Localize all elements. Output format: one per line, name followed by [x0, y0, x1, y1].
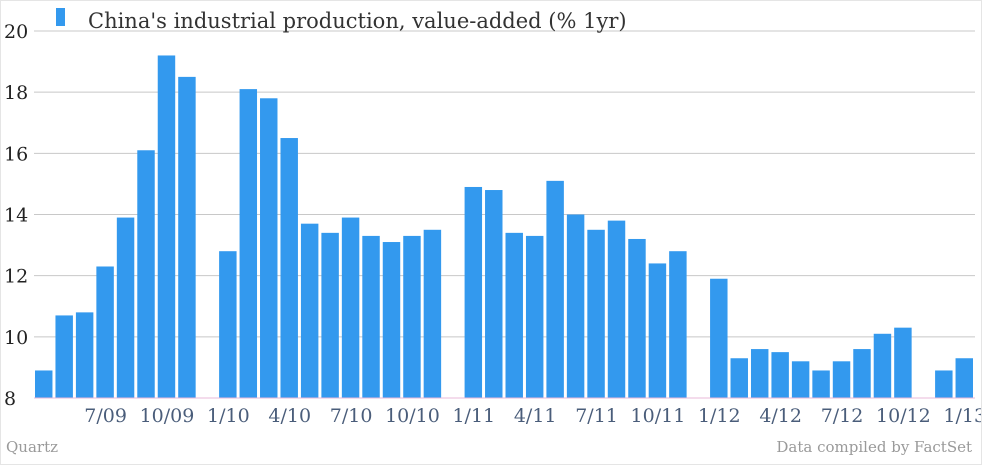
x-tick-label: 1/10: [207, 405, 250, 427]
bar: [771, 352, 789, 399]
bar: [485, 190, 503, 398]
data-credit: Data compiled by FactSet: [776, 438, 972, 456]
bar: [587, 229, 605, 398]
x-tick-label: 1/12: [698, 405, 741, 427]
bar: [669, 251, 687, 398]
bar: [566, 214, 585, 398]
bar: [505, 232, 523, 398]
bar: [35, 370, 53, 398]
bar: [730, 358, 748, 398]
x-tick-label: 1/11: [452, 405, 495, 427]
bar: [137, 150, 155, 398]
x-tick-label: 1/13: [943, 405, 982, 427]
bar: [75, 312, 94, 398]
y-tick-label: 10: [4, 327, 28, 349]
bar: [341, 217, 360, 398]
y-tick-label: 16: [4, 143, 28, 165]
x-tick-label: 4/12: [759, 405, 802, 427]
bar: [607, 220, 626, 398]
bar: [628, 238, 646, 398]
bar: [300, 223, 319, 398]
bar: [55, 315, 73, 398]
x-tick-label: 10/10: [385, 405, 440, 427]
bar: [873, 333, 892, 398]
bar-chart: 8 10 12 14 16 18 20 7/09 10/09 1/10 4/10 7/10 10/10…: [4, 8, 982, 427]
bar: [403, 235, 421, 398]
source-credit: Quartz: [6, 438, 59, 456]
x-tick-label: 7/11: [575, 405, 618, 427]
bar: [116, 217, 135, 398]
bar: [96, 266, 114, 398]
bar: [260, 98, 278, 398]
bar: [362, 235, 380, 398]
bar: [280, 138, 298, 399]
bar: [157, 55, 176, 398]
legend-label: China's industrial production, value-add…: [88, 9, 627, 33]
y-axis-ticks: 8 10 12 14 16 18 20: [4, 21, 28, 410]
bar: [832, 361, 851, 398]
x-axis-ticks: 7/09 10/09 1/10 4/10 7/10 10/10 1/11 4/11 7/11 10…: [84, 405, 982, 427]
bar: [935, 370, 953, 398]
bar: [710, 278, 728, 398]
y-tick-label: 20: [4, 21, 28, 43]
bar: [648, 263, 667, 398]
x-tick-label: 10/09: [140, 405, 195, 427]
x-tick-label: 4/10: [268, 405, 311, 427]
bar: [955, 358, 973, 398]
bar: [546, 180, 564, 398]
bar: [382, 242, 401, 398]
x-tick-label: 4/11: [514, 405, 557, 427]
bar: [853, 349, 871, 398]
bar: [791, 361, 810, 398]
x-tick-label: 10/12: [876, 405, 931, 427]
bar: [750, 349, 769, 398]
bar: [894, 327, 912, 398]
y-tick-label: 14: [4, 205, 28, 227]
y-tick-label: 12: [4, 266, 28, 288]
legend-swatch: [56, 8, 65, 26]
x-tick-label: 7/12: [821, 405, 864, 427]
bar: [178, 76, 196, 399]
bar: [812, 370, 830, 398]
bar: [525, 235, 544, 398]
legend: China's industrial production, value-add…: [56, 8, 627, 33]
x-tick-label: 7/10: [330, 405, 373, 427]
bars: [34, 55, 975, 399]
bar: [423, 229, 442, 398]
bar: [464, 186, 483, 398]
y-tick-label: 18: [4, 82, 28, 104]
y-tick-label: 8: [4, 388, 16, 410]
bar: [321, 232, 339, 398]
x-tick-label: 10/11: [631, 405, 686, 427]
bar: [239, 89, 258, 399]
x-tick-label: 7/09: [84, 405, 127, 427]
bar: [219, 251, 237, 398]
